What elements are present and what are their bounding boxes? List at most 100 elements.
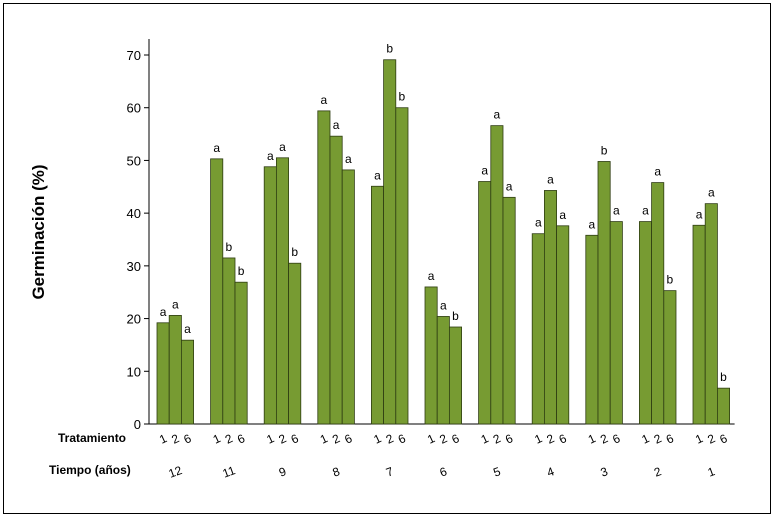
treatment-label: 1 [425, 431, 437, 447]
significance-letter: a [708, 186, 715, 200]
y-tick-label: 20 [127, 312, 141, 327]
treatment-label: 6 [235, 431, 247, 447]
bar [448, 326, 462, 425]
time-label: 3 [599, 464, 610, 480]
bar [544, 190, 558, 425]
treatment-label: 1 [157, 431, 169, 447]
treatment-label: 6 [557, 431, 569, 447]
significance-letter: a [506, 179, 513, 193]
bar [663, 290, 677, 425]
significance-letter: a [547, 172, 554, 186]
time-label: 6 [438, 464, 449, 480]
significance-letter: a [642, 204, 649, 218]
bar [502, 196, 516, 425]
treatment-label: 1 [586, 431, 598, 447]
bar [210, 158, 224, 425]
significance-letter: a [172, 297, 179, 311]
y-tick-label: 70 [127, 48, 141, 63]
bar [275, 157, 289, 425]
treatment-label: 2 [330, 431, 342, 447]
significance-letter: b [399, 90, 406, 104]
y-tick-label: 0 [134, 417, 141, 432]
treatment-label: 1 [264, 431, 276, 447]
treatment-label: 1 [479, 431, 491, 447]
bar [585, 234, 599, 425]
bar [692, 224, 706, 425]
significance-letter: a [696, 207, 703, 221]
bar [168, 315, 182, 425]
y-tick-label: 10 [127, 364, 141, 379]
bar [222, 257, 236, 425]
significance-letter: a [267, 149, 274, 163]
treatment-row-label: Tratamiento [58, 431, 126, 445]
bar [395, 107, 409, 425]
significance-letter: b [452, 309, 459, 323]
time-row-label: Tiempo (años) [49, 463, 131, 477]
treatment-label: 2 [652, 431, 664, 447]
treatment-label: 1 [640, 431, 652, 447]
significance-letter: a [160, 305, 167, 319]
bar [383, 59, 397, 425]
bar [717, 387, 731, 425]
treatment-label: 6 [610, 431, 622, 447]
bar [329, 135, 343, 425]
bar [180, 339, 194, 425]
significance-letter: a [374, 168, 381, 182]
time-label: 2 [652, 464, 663, 480]
significance-letter: b [667, 273, 674, 287]
significance-letter: a [613, 204, 620, 218]
significance-letter: a [213, 141, 220, 155]
treatment-label: 6 [342, 431, 354, 447]
significance-letter: a [481, 164, 488, 178]
bar [436, 316, 450, 425]
significance-letter: a [559, 208, 566, 222]
treatment-label: 2 [169, 431, 181, 447]
bar [424, 286, 438, 425]
time-label: 4 [545, 464, 556, 480]
treatment-label: 6 [289, 431, 301, 447]
chart-frame [3, 3, 771, 514]
time-label: 1 [706, 464, 717, 480]
significance-letter: a [321, 93, 328, 107]
bar [317, 110, 331, 425]
bar [531, 233, 545, 425]
significance-letter: a [535, 216, 542, 230]
treatment-label: 2 [545, 431, 557, 447]
y-axis-label: Germinación (%) [29, 164, 48, 299]
treatment-label: 2 [384, 431, 396, 447]
significance-letter: b [601, 143, 608, 157]
treatment-label: 2 [491, 431, 503, 447]
significance-letter: a [654, 165, 661, 179]
y-tick-label: 40 [127, 206, 141, 221]
bar [370, 185, 384, 425]
time-label: 11 [221, 463, 238, 481]
significance-letter: b [238, 264, 245, 278]
significance-letter: b [386, 42, 393, 56]
bar [597, 161, 611, 425]
treatment-label: 6 [664, 431, 676, 447]
treatment-label: 2 [437, 431, 449, 447]
bar [341, 169, 355, 425]
treatment-label: 2 [598, 431, 610, 447]
axes: 0 10 20 30 40 50 60 70 [127, 39, 735, 432]
bar [263, 166, 277, 425]
treatment-label: 1 [211, 431, 223, 447]
bar [288, 262, 302, 425]
treatment-label: 6 [718, 431, 730, 447]
significance-letter: a [494, 108, 501, 122]
treatment-label: 6 [182, 431, 194, 447]
significance-letter: b [291, 245, 298, 259]
significance-letter: a [589, 217, 596, 231]
y-tick-label: 60 [127, 101, 141, 116]
significance-letter: a [279, 140, 286, 154]
bars [156, 59, 731, 425]
time-label: 9 [277, 464, 288, 480]
treatment-label: 2 [223, 431, 235, 447]
treatment-label: 1 [693, 431, 705, 447]
treatment-label: 2 [705, 431, 717, 447]
time-label: 5 [491, 464, 502, 480]
time-label: 12 [167, 463, 185, 481]
y-tick-label: 50 [127, 153, 141, 168]
treatment-label: 1 [532, 431, 544, 447]
labels: a1a2a612a1b2b611a1a2b69a1a2a68a1b2b67a1a… [157, 42, 730, 481]
